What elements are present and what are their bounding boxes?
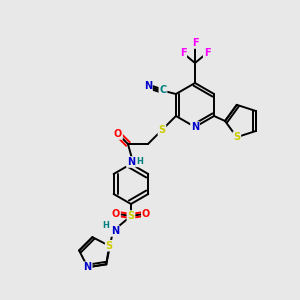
Text: S: S	[233, 132, 240, 142]
Text: C: C	[159, 85, 167, 95]
Text: F: F	[204, 48, 210, 58]
Text: S: S	[128, 211, 134, 221]
Text: O: O	[142, 209, 150, 219]
Text: N: N	[191, 122, 199, 132]
Text: S: S	[106, 241, 113, 251]
Text: F: F	[180, 48, 186, 58]
Text: F: F	[192, 38, 198, 48]
Text: O: O	[112, 209, 120, 219]
Text: N: N	[111, 226, 119, 236]
Text: N: N	[144, 81, 152, 91]
Text: H: H	[136, 158, 143, 166]
Text: N: N	[84, 262, 92, 272]
Text: N: N	[127, 157, 135, 167]
Text: O: O	[114, 129, 122, 139]
Text: H: H	[103, 220, 110, 230]
Text: S: S	[158, 125, 166, 135]
